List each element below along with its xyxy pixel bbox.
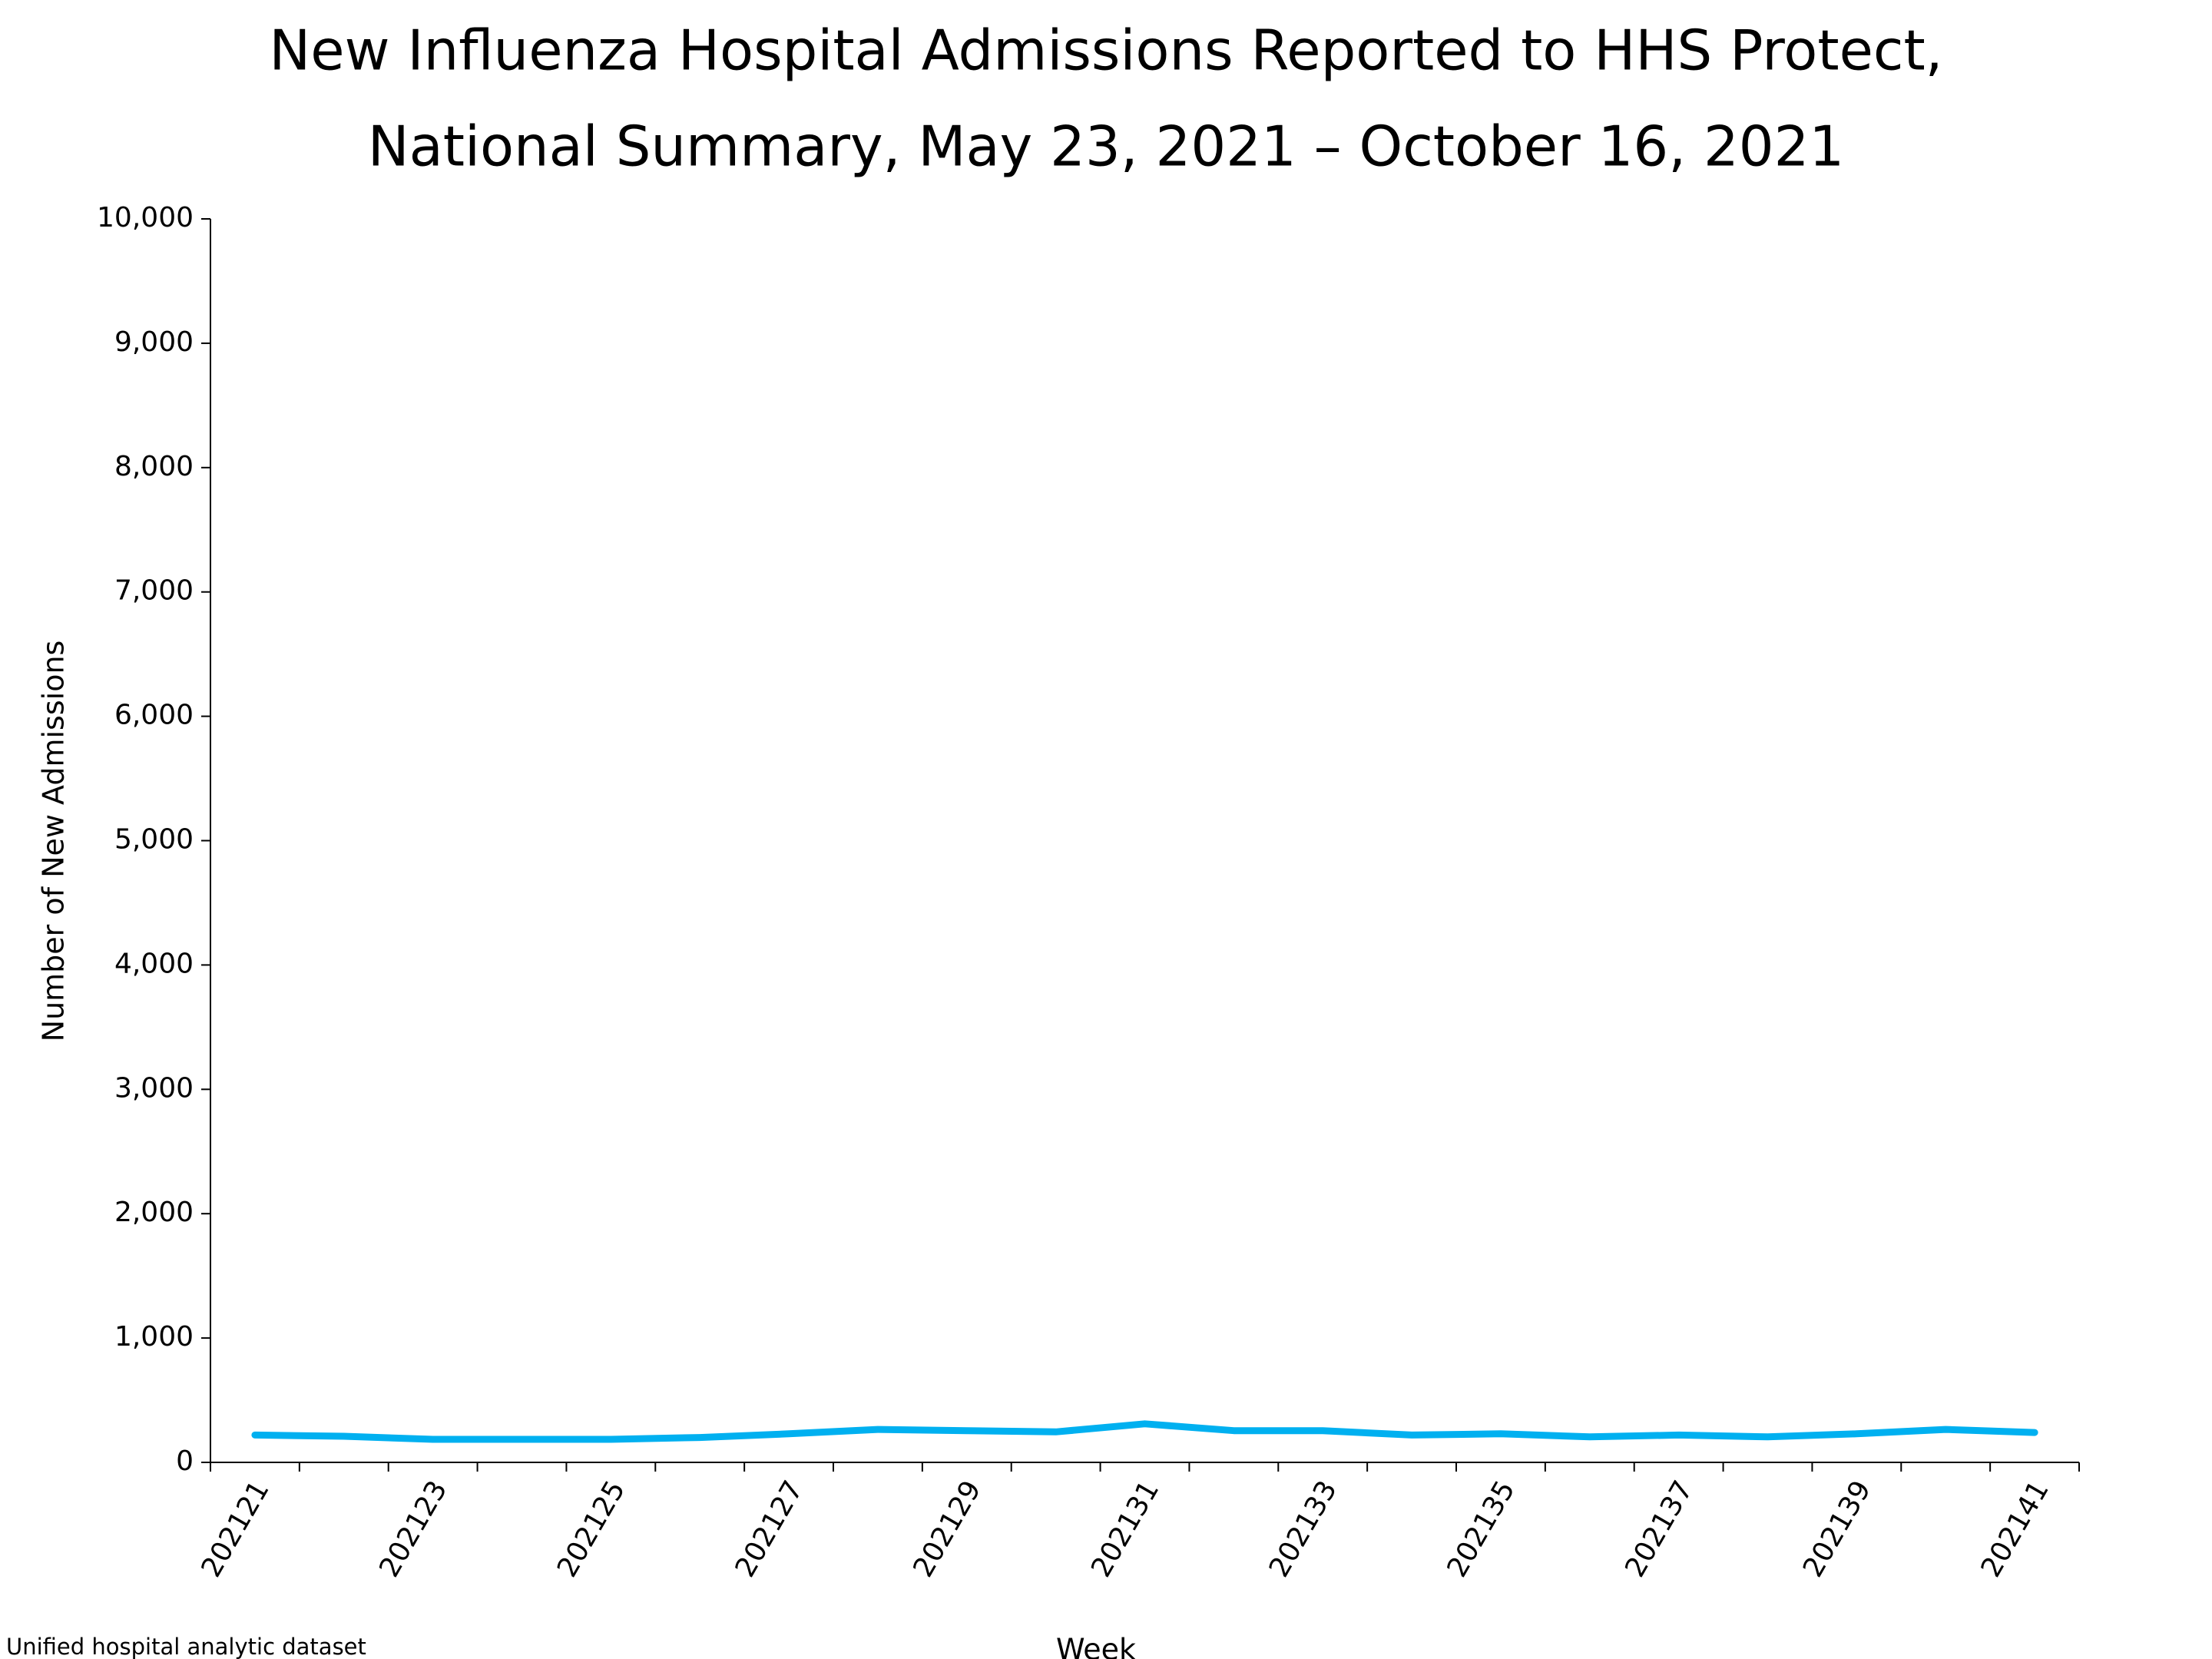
y-tick-label: 10,000 (97, 202, 194, 233)
y-tick-label: 4,000 (114, 948, 194, 979)
y-tick-label: 1,000 (114, 1321, 194, 1353)
x-tick-label: 202135 (1442, 1475, 1522, 1583)
x-tick-label: 202123 (373, 1475, 453, 1583)
data-line (251, 1420, 2038, 1443)
chart-title: New Influenza Hospital Admissions Report… (269, 18, 1942, 83)
x-tick-label: 202139 (1797, 1475, 1877, 1583)
x-tick-label: 202127 (730, 1475, 810, 1583)
x-tick-label: 202141 (1975, 1475, 2055, 1583)
x-tick-label: 202125 (551, 1475, 631, 1583)
y-axis-title: Number of New Admissions (37, 641, 71, 1042)
y-tick-label: 6,000 (114, 700, 194, 731)
y-tick-label: 0 (176, 1445, 194, 1477)
x-tick-label: 202129 (907, 1475, 987, 1583)
x-tick-label: 202121 (196, 1475, 276, 1583)
y-tick-label: 3,000 (114, 1072, 194, 1104)
x-tick-label: 202131 (1085, 1475, 1165, 1583)
x-axis-title: Week (1056, 1633, 1136, 1659)
y-tick-label: 8,000 (114, 451, 194, 482)
source-note: Unified hospital analytic dataset (6, 1634, 366, 1659)
chart-title: National Summary, May 23, 2021 – October… (368, 114, 1844, 179)
y-tick-label: 7,000 (114, 575, 194, 607)
y-tick-label: 5,000 (114, 824, 194, 856)
y-tick-label: 2,000 (114, 1197, 194, 1228)
y-tick-label: 9,000 (114, 326, 194, 358)
x-tick-label: 202137 (1619, 1475, 1699, 1583)
x-tick-label: 202133 (1263, 1475, 1343, 1583)
